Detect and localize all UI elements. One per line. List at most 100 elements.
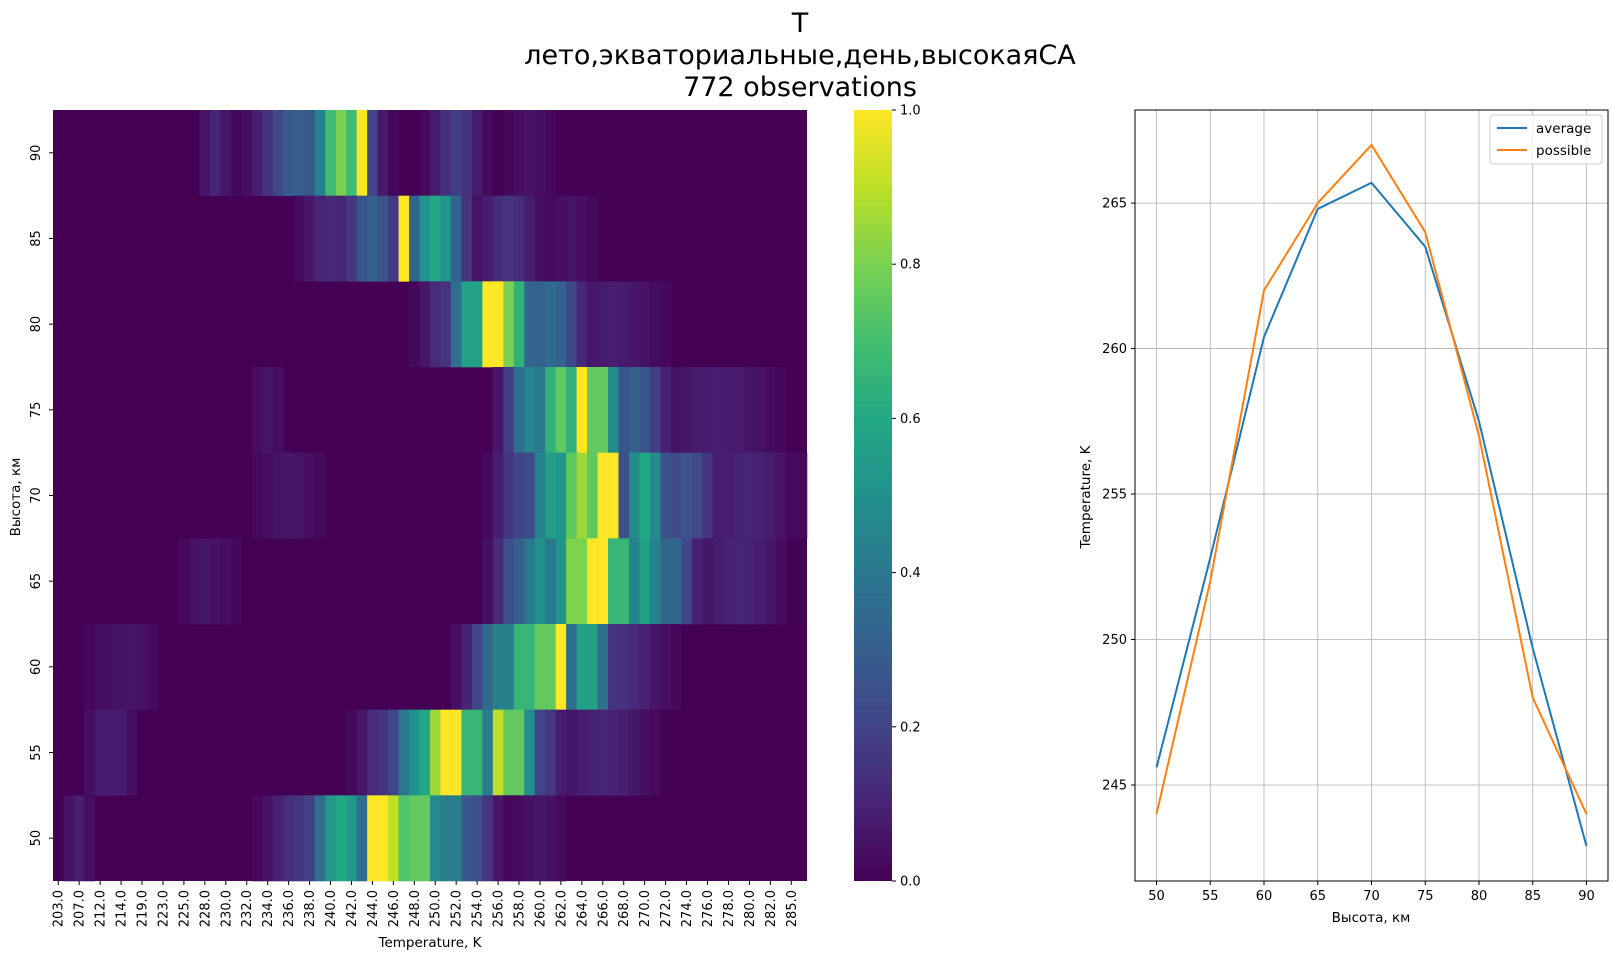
heatmap-cell xyxy=(681,452,693,539)
heatmap-cell xyxy=(597,367,609,453)
heatmap-cell xyxy=(461,624,473,710)
heatmap-cell xyxy=(765,538,776,625)
title-line-2: лето,экваториальные,день,высокаяСА xyxy=(524,40,1076,71)
heatmap-cell xyxy=(409,709,420,796)
heatmap-cell xyxy=(691,367,703,453)
heatmap-cell xyxy=(440,795,452,882)
heatmap-cell xyxy=(136,624,148,710)
heatmap-cell xyxy=(63,795,75,882)
heatmap-cell xyxy=(754,452,766,539)
heatmap-cell xyxy=(335,110,347,196)
heatmap-y-tick-label: 50 xyxy=(29,830,44,847)
heatmap-cell xyxy=(639,709,651,796)
heatmap-cell xyxy=(377,709,389,796)
heatmap-cell xyxy=(649,709,661,796)
line-y-tick-label: 265 xyxy=(1102,197,1127,212)
heatmap-cell xyxy=(293,795,305,882)
heatmap-cell xyxy=(430,110,441,196)
heatmap-cell xyxy=(189,538,200,625)
heatmap-cell xyxy=(513,538,525,625)
heatmap-cell xyxy=(482,709,494,796)
heatmap-cell xyxy=(587,538,598,625)
heatmap-x-tick-label: 232.0 xyxy=(240,890,255,927)
heatmap-x-axis-label: Temperature, K xyxy=(378,935,483,951)
heatmap-cell xyxy=(660,538,672,625)
heatmap-cell xyxy=(639,367,651,453)
heatmap-cell xyxy=(398,795,410,882)
heatmap-x-tick-label: 214.0 xyxy=(115,890,130,927)
heatmap-cell xyxy=(492,452,504,539)
heatmap-cell xyxy=(649,452,661,539)
heatmap-y-tick-label: 75 xyxy=(29,402,44,419)
heatmap-panel: 203.0 207.0 212.0 214.0 219.0 223.0 225.0 228.0… xyxy=(8,110,808,951)
heatmap-cell xyxy=(534,452,546,539)
heatmap-cell xyxy=(566,624,577,710)
heatmap-x-tick-label: 234.0 xyxy=(261,890,276,927)
heatmap-cell xyxy=(314,195,326,282)
heatmap-cell xyxy=(471,281,483,368)
heatmap-cell xyxy=(388,195,399,282)
heatmap-cell xyxy=(576,624,588,710)
heatmap-cell xyxy=(251,795,263,882)
heatmap-cell xyxy=(524,367,536,453)
heatmap-cell xyxy=(576,538,588,625)
heatmap-cell xyxy=(524,195,536,282)
colorbar-tick-label: 0.8 xyxy=(900,258,921,273)
heatmap-cell xyxy=(409,281,420,368)
legend-possible-label: possible xyxy=(1536,143,1591,159)
line-x-axis-label: Высота, км xyxy=(1332,910,1411,926)
heatmap-cell xyxy=(555,452,567,539)
heatmap-cell xyxy=(534,110,546,196)
heatmap-cell xyxy=(482,538,494,625)
heatmap-x-tick-label: 203.0 xyxy=(52,890,67,927)
heatmap-cell xyxy=(649,624,661,710)
heatmap-cell xyxy=(388,795,399,882)
heatmap-cell xyxy=(534,367,546,453)
heatmap-cell xyxy=(513,709,525,796)
heatmap-cell xyxy=(545,709,556,796)
heatmap-x-tick-label: 244.0 xyxy=(366,890,381,927)
line-panel: 50 55 60 65 70 75 80 85 90 245 250 255 260 265 Высот… xyxy=(1078,109,1609,926)
heatmap-cell xyxy=(293,110,305,196)
heatmap-cell xyxy=(325,195,337,282)
heatmap-cell xyxy=(241,110,253,196)
heatmap-cell xyxy=(283,452,295,539)
line-x-tick-label: 50 xyxy=(1148,889,1165,904)
heatmap-x-tick-label: 228.0 xyxy=(198,890,213,927)
title-line-1: T xyxy=(791,8,809,39)
heatmap-cell xyxy=(409,195,420,282)
heatmap-cell xyxy=(660,452,672,539)
heatmap-cell xyxy=(461,795,473,882)
heatmap-cell xyxy=(545,195,556,282)
heatmap-x-tick-label: 207.0 xyxy=(73,890,88,927)
heatmap-cell xyxy=(670,624,682,710)
heatmap-cell xyxy=(744,367,755,453)
heatmap-cell xyxy=(450,110,462,196)
heatmap-cell xyxy=(555,624,567,710)
heatmap-x-tick-label: 252.0 xyxy=(450,890,465,927)
heatmap-cell xyxy=(367,795,378,882)
heatmap-cell xyxy=(220,110,232,196)
heatmap-cell xyxy=(199,110,211,196)
heatmap-cell xyxy=(649,538,661,625)
heatmap-cell xyxy=(712,367,724,453)
heatmap-cell xyxy=(587,709,598,796)
heatmap-cell xyxy=(126,709,138,796)
heatmap-cell xyxy=(618,367,630,453)
heatmap-cell xyxy=(440,110,452,196)
heatmap-cell xyxy=(430,195,441,282)
heatmap-cell xyxy=(545,281,556,368)
heatmap-cell xyxy=(754,538,766,625)
heatmap-cell xyxy=(398,195,410,282)
line-y-tick-label: 260 xyxy=(1102,342,1127,357)
heatmap-cell xyxy=(660,281,672,368)
heatmap-cell xyxy=(105,624,117,710)
legend-average-label: average xyxy=(1536,121,1591,137)
heatmap-cell xyxy=(346,709,357,796)
heatmap-cell xyxy=(73,795,85,882)
heatmap-cell xyxy=(304,795,316,882)
heatmap-cell xyxy=(377,795,389,882)
heatmap-cell xyxy=(681,538,693,625)
heatmap-cell xyxy=(628,367,640,453)
